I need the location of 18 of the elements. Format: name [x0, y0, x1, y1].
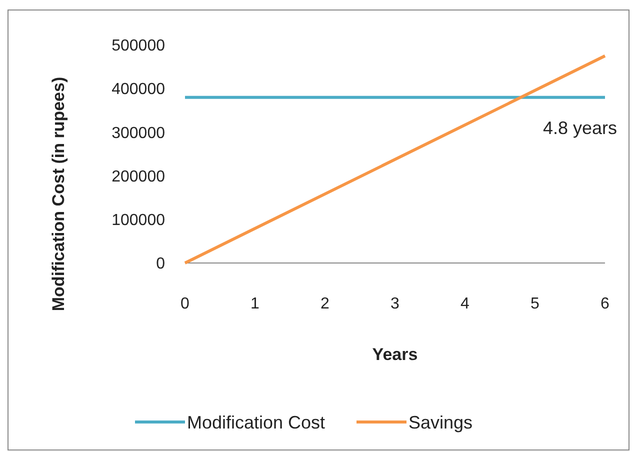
x-tick-label: 0: [180, 296, 190, 313]
annotation: 4.8 years: [542, 118, 617, 138]
x-tick-label: 1: [250, 296, 260, 313]
x-axis-title: Years: [372, 345, 418, 364]
x-tick-label: 3: [390, 296, 400, 313]
y-axis-title: Modification Cost (in rupees): [49, 76, 68, 312]
y-tick-label: 100000: [112, 212, 166, 229]
legend-label: Modification Cost: [187, 412, 326, 432]
y-tick-label: 200000: [112, 168, 166, 186]
y-tick-label: 500000: [112, 38, 166, 55]
x-tick-label: 2: [320, 296, 330, 313]
y-tick-label: 300000: [112, 124, 166, 142]
x-tick-label: 4: [460, 296, 470, 313]
y-tick-label: 0: [156, 256, 166, 273]
y-tick-label: 400000: [112, 81, 166, 98]
legend-label: Savings: [408, 412, 473, 432]
x-tick-label: 5: [530, 296, 540, 313]
x-tick-label: 6: [600, 296, 610, 313]
